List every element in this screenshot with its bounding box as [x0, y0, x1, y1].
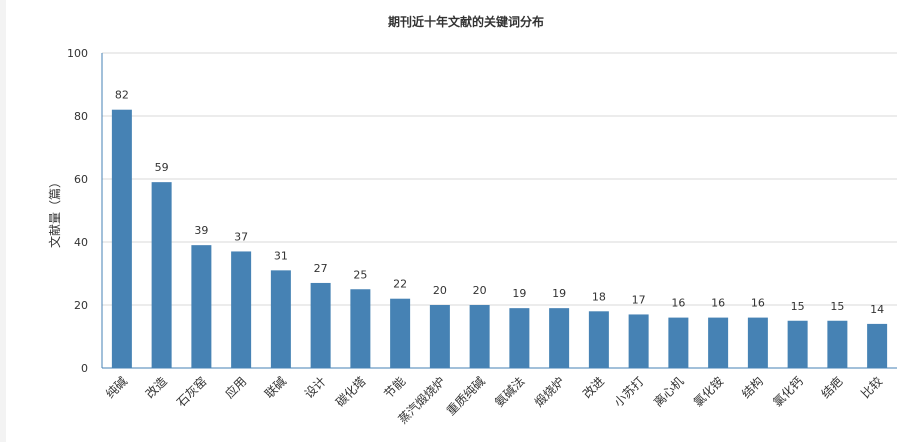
category-label: 纯碱: [103, 374, 130, 401]
data-label: 16: [751, 297, 765, 310]
bar: [111, 109, 132, 368]
data-label: 17: [632, 293, 646, 306]
bars: [111, 109, 888, 368]
y-tick-label: 60: [74, 173, 88, 186]
y-tick-label: 20: [74, 299, 88, 312]
data-label: 20: [473, 284, 487, 297]
category-label: 改进: [580, 374, 607, 401]
bar: [151, 182, 172, 368]
y-tick-label: 40: [74, 236, 88, 249]
data-label: 19: [512, 287, 526, 300]
data-label: 39: [194, 224, 208, 237]
data-label: 25: [353, 268, 367, 281]
category-label: 氯化铵: [690, 374, 726, 410]
category-label: 重质纯碱: [444, 374, 488, 418]
y-tick-label: 80: [74, 110, 88, 123]
bar: [390, 298, 411, 368]
bar: [191, 245, 212, 368]
data-label: 27: [314, 262, 328, 275]
bar: [270, 270, 291, 368]
bar: [628, 314, 649, 368]
category-label: 氨碱法: [492, 374, 527, 409]
left-edge-band: [0, 0, 6, 442]
data-label: 59: [155, 161, 169, 174]
bar: [350, 289, 371, 368]
data-label: 19: [552, 287, 566, 300]
category-label: 氯化钙: [770, 374, 805, 409]
bar: [509, 308, 530, 368]
bar: [231, 251, 252, 368]
bar: [867, 323, 888, 368]
category-label: 节能: [381, 374, 408, 401]
data-label: 20: [433, 284, 447, 297]
category-label: 比较: [858, 374, 886, 402]
data-label: 15: [791, 300, 805, 313]
data-label: 22: [393, 278, 407, 291]
y-tick-label: 100: [67, 47, 88, 60]
chart-title: 期刊近十年文献的关键词分布: [388, 14, 544, 29]
category-label: 小苏打: [611, 374, 646, 409]
bar: [827, 320, 848, 368]
y-axis-ticks: 0 20 40 60 80 100: [67, 47, 88, 375]
data-label: 31: [274, 249, 288, 262]
category-label: 设计: [302, 374, 329, 401]
category-label: 碳化塔: [333, 374, 368, 409]
category-label: 煅烧炉: [531, 374, 567, 410]
data-label: 16: [711, 297, 725, 310]
y-tick-label: 0: [81, 362, 88, 375]
data-label: 14: [870, 303, 884, 316]
category-label: 改造: [143, 374, 170, 401]
data-label: 82: [115, 89, 129, 102]
axes: [101, 53, 897, 369]
data-label: 37: [234, 230, 248, 243]
bar: [708, 317, 729, 368]
bar: [747, 317, 768, 368]
bar: [588, 311, 609, 368]
category-label: 离心机: [650, 374, 686, 410]
category-label: 结疤: [818, 374, 846, 402]
y-axis-label: 文献量（篇）: [47, 176, 62, 248]
data-label: 15: [830, 300, 844, 313]
bar: [668, 317, 689, 368]
data-labels: 82 59 39 37 31 27 25 22 20 20 19 19 18 17 16 16 16 15 15 14: [115, 89, 884, 316]
bar: [429, 305, 450, 368]
category-label: 结构: [738, 374, 766, 402]
bar: [310, 282, 331, 368]
data-label: 16: [671, 297, 685, 310]
category-label: 联碱: [262, 374, 289, 401]
bar: [787, 320, 808, 368]
bar: [549, 308, 570, 368]
bar: [469, 305, 490, 368]
grid-lines: [102, 52, 897, 306]
category-label: 石灰窑: [173, 374, 209, 410]
category-label: 应用: [222, 374, 250, 402]
data-label: 18: [592, 290, 606, 303]
